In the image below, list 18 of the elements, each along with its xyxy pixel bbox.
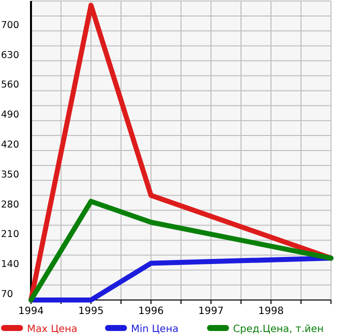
legend-label: Max Цена (27, 324, 78, 335)
y-tick-label: 70 (1, 289, 14, 300)
y-tick-label: 630 (1, 50, 20, 61)
x-tick-label: 1998 (258, 306, 284, 317)
y-tick-label: 280 (1, 199, 20, 210)
y-tick-label: 560 (1, 80, 20, 91)
legend-label: Min Цена (131, 324, 179, 335)
legend-label: Сред.Цена, т.йен (233, 324, 324, 335)
x-tick-label: 1994 (18, 306, 44, 317)
y-tick-label: 140 (1, 259, 20, 270)
y-tick-label: 210 (1, 229, 20, 240)
x-tick-label: 1996 (138, 306, 164, 317)
y-tick-label: 420 (1, 140, 20, 150)
x-tick-label: 1997 (198, 306, 224, 317)
y-tick-label: 700 (1, 20, 20, 31)
y-tick-label: 490 (1, 110, 20, 121)
y-tick-label: 350 (1, 169, 20, 180)
x-tick-label: 1995 (78, 306, 104, 317)
